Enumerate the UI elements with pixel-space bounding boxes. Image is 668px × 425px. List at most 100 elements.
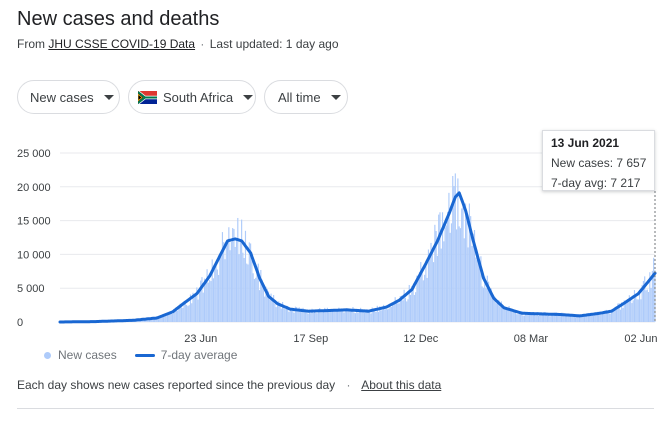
metric-dropdown[interactable]: New cases [17,80,120,114]
new-cases-bar [447,211,449,322]
new-cases-bar [484,276,486,322]
x-tick-label: 08 Mar [514,333,549,345]
new-cases-bar [338,307,340,322]
legend-line-label: 7-day average [160,348,238,362]
new-cases-bar [564,316,566,322]
new-cases-bar [438,214,440,322]
new-cases-bar [569,314,572,322]
new-cases-bar [567,315,569,322]
new-cases-bar [326,307,328,322]
new-cases-bar [491,297,494,322]
new-cases-bar [228,227,230,322]
new-cases-bar [594,314,596,322]
new-cases-bar [260,269,262,322]
new-cases-bar [159,317,161,322]
new-cases-bar [343,312,345,322]
new-cases-bar [645,290,647,322]
new-cases-bar [247,264,249,322]
country-dropdown-label: South Africa [163,89,234,105]
new-cases-bar [215,265,217,322]
new-cases-bar [470,216,472,322]
new-cases-bar [206,269,208,322]
new-cases-bar [449,232,451,322]
source-link[interactable]: JHU CSSE COVID-19 Data [48,37,196,51]
new-cases-bar [269,299,271,322]
new-cases-bar [243,257,245,322]
new-cases-bar [631,303,633,322]
chevron-down-icon [330,94,341,100]
new-cases-bar [179,303,181,322]
new-cases-bar [248,242,250,322]
new-cases-bar [502,306,504,322]
new-cases-bar [488,281,490,322]
new-cases-bar [526,314,528,322]
new-cases-bar [443,241,445,322]
country-dropdown[interactable]: South Africa [128,80,256,114]
new-cases-bar [220,253,222,322]
new-cases-bar [557,314,559,322]
range-dropdown[interactable]: All time [264,80,348,114]
new-cases-bar [261,279,263,322]
new-cases-bar [232,228,234,322]
new-cases-bar [177,310,179,322]
new-cases-bar [375,311,377,322]
new-cases-bar [203,278,206,322]
new-cases-bar [534,312,536,322]
new-cases-bar [587,313,589,322]
new-cases-bar [490,288,492,322]
new-cases-bar [161,315,163,322]
new-cases-bar [307,313,309,322]
new-cases-bar [480,256,482,322]
new-cases-bar [210,281,212,322]
x-tick-label: 23 Jun [184,333,217,345]
new-cases-bar [525,312,527,322]
new-cases-bar [640,299,642,322]
new-cases-bar [450,223,453,322]
new-cases-bar [439,212,441,322]
new-cases-bar [340,308,343,322]
new-cases-bar [296,307,298,322]
new-cases-bar [279,305,281,322]
new-cases-bar [626,301,628,322]
new-cases-bar [617,303,619,322]
new-cases-bar [169,313,171,322]
new-cases-bar [551,314,554,322]
new-cases-bar [464,203,467,322]
new-cases-bar [560,312,563,322]
new-cases-bar [265,286,267,322]
about-data-link[interactable]: About this data [361,378,442,392]
page-title: New cases and deaths [17,8,220,30]
new-cases-bar [288,311,290,322]
new-cases-bar [374,311,376,322]
new-cases-bar [429,254,431,322]
new-cases-bar [152,318,154,322]
legend-bars-label: New cases [58,348,117,362]
new-cases-bar [384,309,386,322]
y-tick-label: 25 000 [17,148,51,160]
new-cases-bar [160,314,162,322]
new-cases-bar [463,238,465,322]
new-cases-bar [530,314,532,322]
new-cases-bar [614,310,616,322]
new-cases-bar [457,178,459,322]
cases-chart[interactable]: 0 5 000 10 000 15 000 20 000 25 000 23 Jun 17 … [0,125,668,345]
new-cases-bar [303,309,305,322]
new-cases-bar [618,303,620,322]
new-cases-bar [536,312,538,322]
new-cases-bar [445,225,447,322]
new-cases-bar [407,299,409,322]
new-cases-bar [546,315,549,322]
new-cases-bar [244,230,247,322]
new-cases-bar [592,315,595,322]
new-cases-bar [601,312,604,322]
new-cases-bar [266,288,268,322]
new-cases-bar [198,290,200,322]
new-cases-bar [175,308,177,322]
new-cases-bar [527,315,529,322]
new-cases-bar [362,311,364,322]
new-cases-bar [528,312,531,322]
new-cases-bar [532,312,534,322]
y-tick-label: 20 000 [17,182,51,194]
new-cases-bar [223,242,225,322]
new-cases-bar [186,304,188,322]
